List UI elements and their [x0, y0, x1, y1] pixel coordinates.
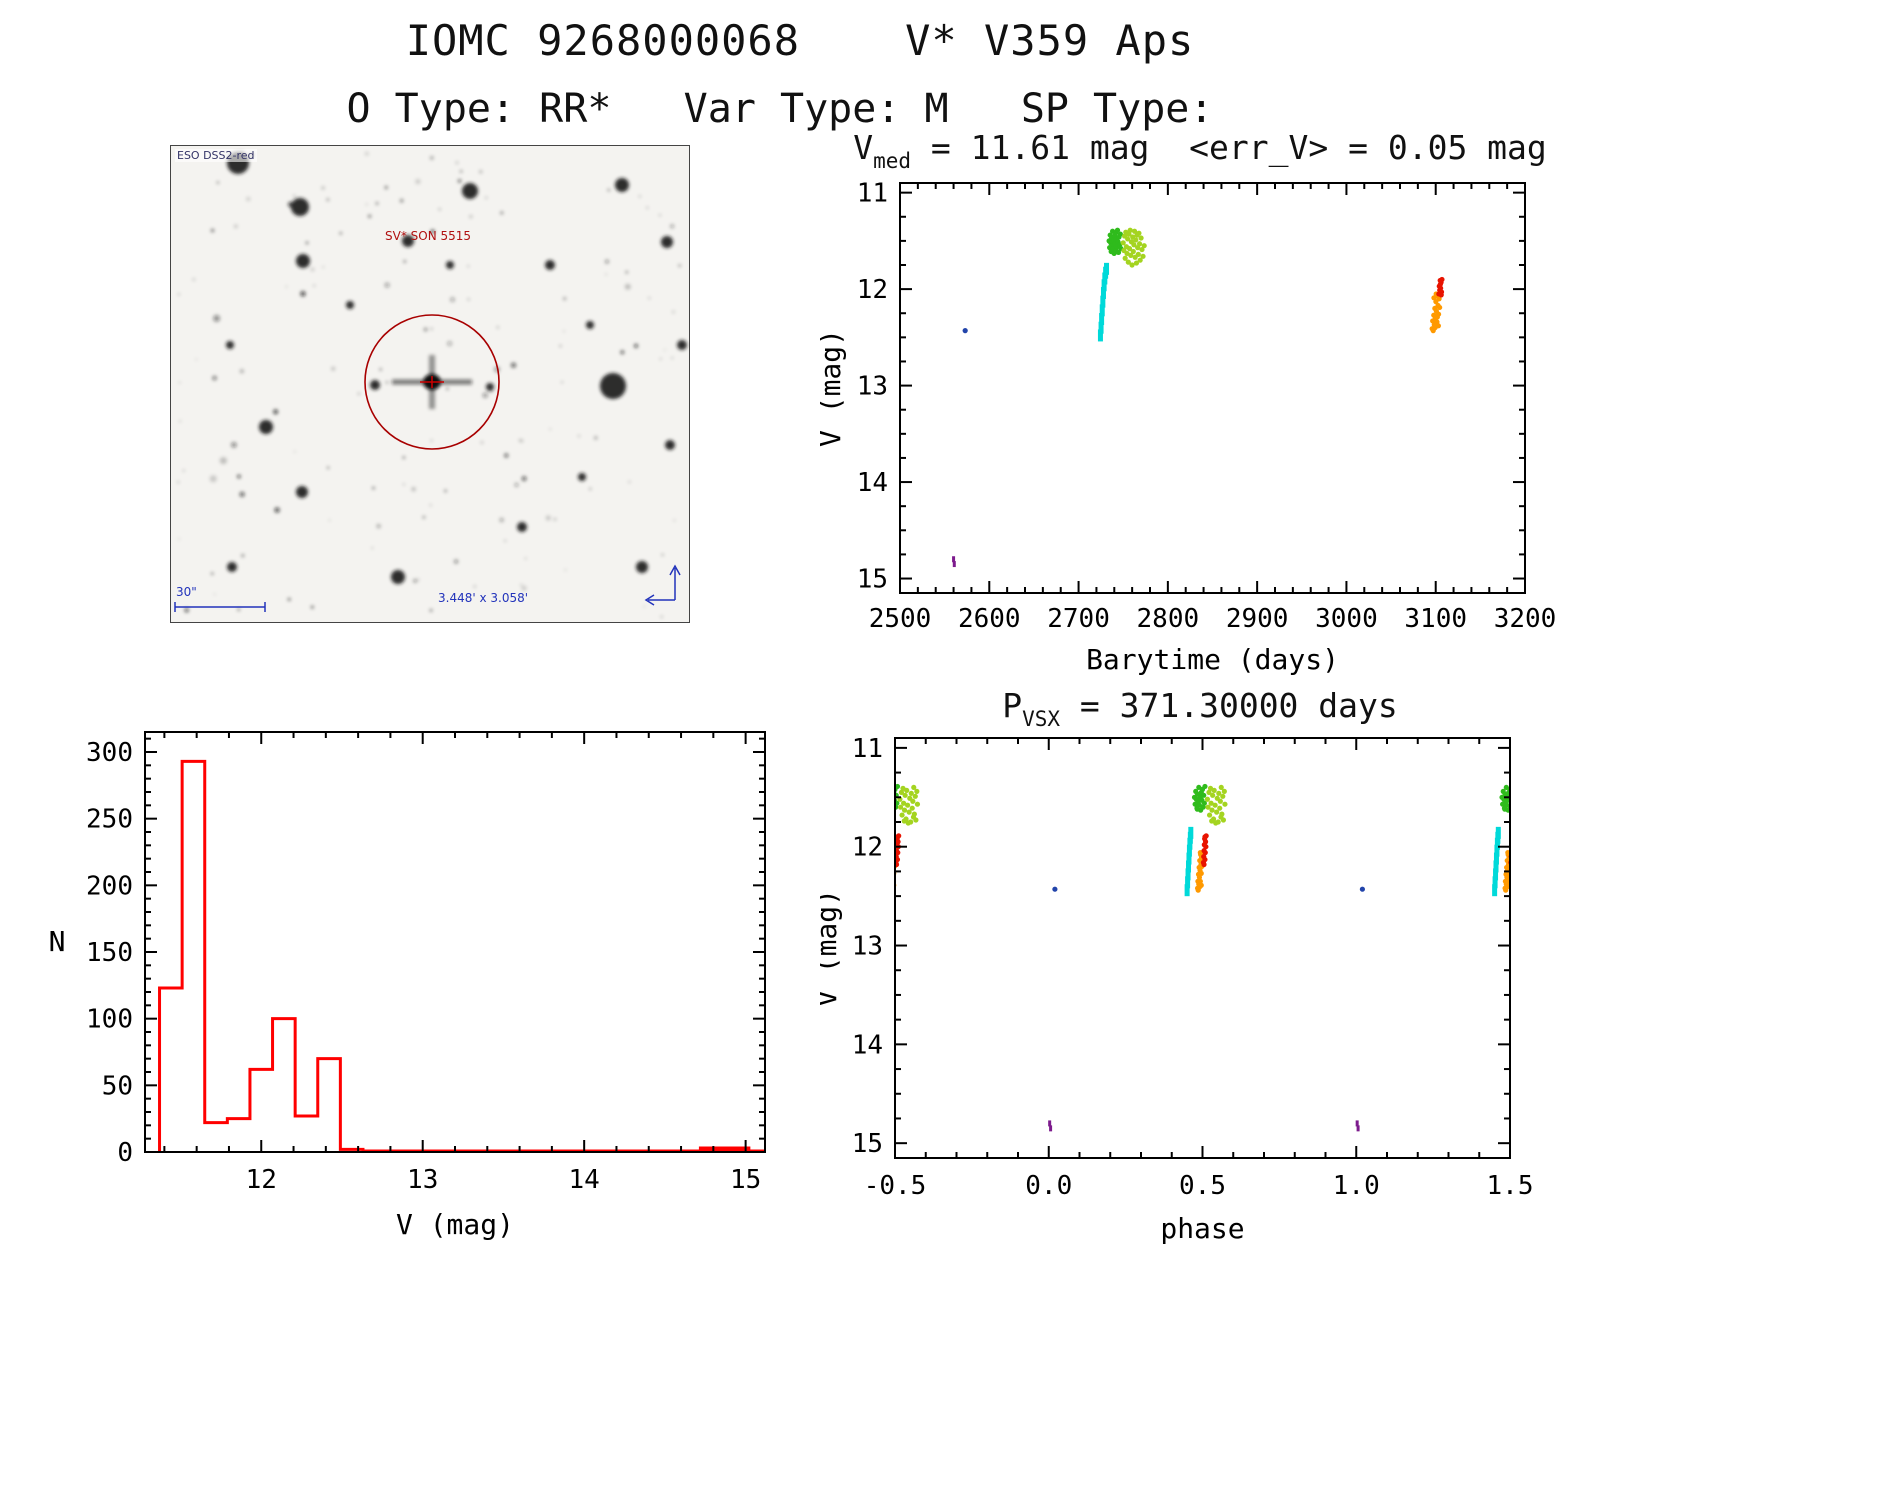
svg-text:12: 12	[857, 275, 888, 305]
svg-text:14: 14	[852, 1030, 883, 1060]
lightcurve-axis-labels: 2500 2600 2700 2800 2900 3000 3100 3200 11 12 13 14…	[820, 179, 1556, 676]
lightcurve-epoch-yellowgreen-series	[1120, 227, 1147, 268]
star-field	[177, 151, 687, 618]
target-circle	[364, 314, 500, 450]
lightcurve-epoch-orange-series	[1429, 291, 1443, 334]
lightcurve-title-sub: med	[873, 149, 912, 173]
svg-text:11: 11	[852, 734, 883, 764]
phase-plot-title: PVSX = 371.30000 days	[820, 686, 1580, 731]
phase-title-sub: VSX	[1022, 707, 1061, 731]
svg-text:300: 300	[86, 738, 133, 768]
phase-epoch-red-series	[895, 833, 1510, 868]
target-cross-marker	[420, 376, 444, 388]
svg-text:0.0: 0.0	[1025, 1171, 1072, 1201]
svg-text:3100: 3100	[1404, 604, 1467, 634]
svg-text:3000: 3000	[1315, 604, 1378, 634]
lightcurve-title: Vmed = 11.61 mag <err_V> = 0.05 mag	[820, 128, 1580, 173]
svg-text:2600: 2600	[958, 604, 1021, 634]
svg-text:11: 11	[857, 179, 888, 209]
page-subtitle: O Type: RR* Var Type: M SP Type:	[346, 86, 1214, 132]
svg-text:-0.5: -0.5	[864, 1171, 927, 1201]
svg-text:0.5: 0.5	[1179, 1171, 1226, 1201]
phase-epoch-cyan-series	[1184, 826, 1501, 897]
svg-text:13: 13	[852, 932, 883, 962]
phase-epoch-purple-series	[1048, 1120, 1360, 1132]
phase-title-lead: P	[1002, 686, 1023, 725]
svg-text:12: 12	[246, 1165, 277, 1195]
lightcurve-yaxis-title: V (mag)	[820, 329, 847, 447]
phase-data-layer	[895, 783, 1510, 1132]
histogram-outline	[158, 759, 365, 1152]
svg-text:14: 14	[569, 1165, 600, 1195]
phase-xaxis-title: phase	[1160, 1212, 1244, 1245]
svg-text:1.0: 1.0	[1333, 1171, 1380, 1201]
phase-title-rest: = 371.30000 days	[1060, 686, 1398, 725]
svg-text:13: 13	[857, 372, 888, 402]
finder-image	[170, 145, 690, 623]
phase-epoch-green-series	[895, 783, 1510, 813]
lightcurve-epoch-cyan-series	[1097, 262, 1110, 342]
svg-text:14: 14	[857, 468, 888, 498]
scale-bar	[174, 602, 266, 612]
svg-text:2900: 2900	[1226, 604, 1289, 634]
lightcurve-epoch-blue-series	[962, 328, 968, 334]
histogram-axes	[144, 731, 766, 1153]
lightcurve-title-rest: = 11.61 mag <err_V> = 0.05 mag	[911, 128, 1547, 167]
svg-text:15: 15	[857, 565, 888, 595]
lightcurve-epoch-green-series	[1106, 227, 1124, 257]
svg-text:15: 15	[852, 1129, 883, 1159]
lightcurve-epoch-purple-series	[952, 556, 956, 568]
svg-text:0: 0	[117, 1138, 133, 1168]
lightcurve-axes	[899, 182, 1526, 594]
phase-epoch-blue-series	[1052, 886, 1365, 892]
phase-folded-plot: -0.5 0.0 0.5 1.0 1.5 11 12 13 14 15 phase V (mag)	[820, 734, 1533, 1245]
lightcurve-epoch-red-series	[1436, 276, 1445, 298]
target-name-label: SV* SON 5515	[385, 229, 472, 243]
lightcurve-xaxis-title: Barytime (days)	[1086, 643, 1339, 676]
svg-text:13: 13	[407, 1165, 438, 1195]
svg-text:3200: 3200	[1494, 604, 1557, 634]
svg-text:50: 50	[102, 1071, 133, 1101]
svg-text:200: 200	[86, 871, 133, 901]
histogram-outlier-bin	[698, 1146, 751, 1152]
svg-text:2500: 2500	[869, 604, 932, 634]
lightcurve-data-layer	[952, 227, 1445, 568]
survey-label: ESO DSS2-red	[175, 149, 257, 162]
svg-text:250: 250	[86, 805, 133, 835]
phase-axes	[894, 737, 1511, 1159]
scale-bar-label: 30"	[176, 585, 197, 599]
finder-chart-panel: ESO DSS2-red SV* SON 5515 30" 3.448' x 3…	[170, 145, 690, 623]
svg-text:150: 150	[86, 938, 133, 968]
compass-arrows	[644, 564, 681, 606]
svg-text:12: 12	[852, 833, 883, 863]
lightcurve-title-lead: V	[853, 128, 874, 167]
svg-text:1.5: 1.5	[1487, 1171, 1534, 1201]
page-title: IOMC 9268000068 V* V359 Aps	[405, 16, 1195, 65]
svg-text:100: 100	[86, 1005, 133, 1035]
svg-text:15: 15	[730, 1165, 761, 1195]
phase-yaxis-title: V (mag)	[820, 889, 843, 1007]
histogram-data-layer	[158, 759, 765, 1152]
histogram-xaxis-title: V (mag)	[396, 1208, 514, 1241]
fov-size-label: 3.448' x 3.058'	[438, 591, 529, 605]
phase-epoch-yellowgreen-series	[897, 784, 1228, 826]
svg-text:2700: 2700	[1047, 604, 1110, 634]
phase-epoch-orange-series	[895, 850, 1510, 893]
phase-axis-labels: -0.5 0.0 0.5 1.0 1.5 11 12 13 14 15 phase V (mag)	[820, 734, 1533, 1245]
svg-text:2800: 2800	[1137, 604, 1200, 634]
lightcurve-plot: 2500 2600 2700 2800 2900 3000 3100 3200 11 12 13 14…	[820, 179, 1556, 676]
histogram-yaxis-title: N	[49, 925, 66, 958]
